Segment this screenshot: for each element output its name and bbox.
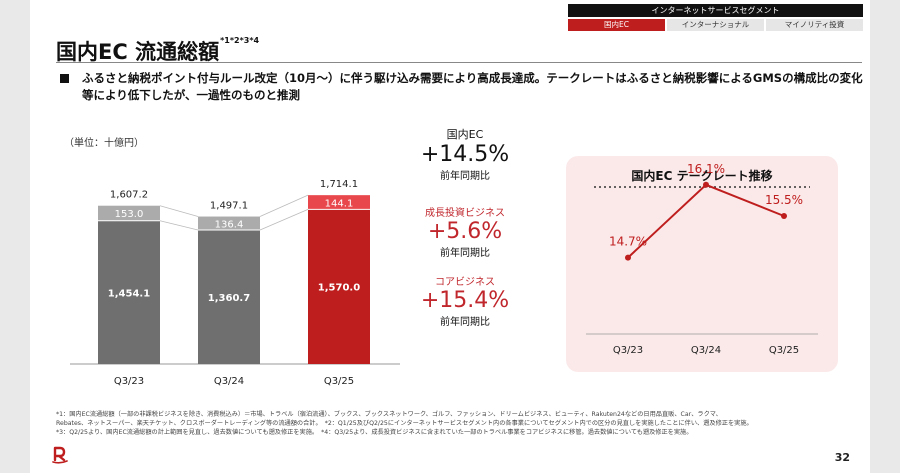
page-title-text: 国内EC 流通総額 xyxy=(56,40,220,64)
bar-growth-label: 144.1 xyxy=(325,198,354,209)
footnote-line: *1：国内EC流通総額（一部の非課税ビジネスを除き、消費税込み）＝市場、トラベル… xyxy=(56,411,722,418)
take-rate-label: 16.1% xyxy=(687,162,725,176)
slide: インターネットサービスセグメント 国内EC インターナショナル マイノリティ投資… xyxy=(30,0,870,473)
yoy-growth-sub: 前年同期比 xyxy=(440,248,490,259)
bar-connector-line xyxy=(159,205,199,217)
bar-connector-line xyxy=(259,194,309,217)
segment-tabs: 国内EC インターナショナル マイノリティ投資 xyxy=(568,19,863,31)
yoy-total-value: +14.5% xyxy=(420,142,510,167)
bar-growth xyxy=(198,216,260,230)
take-rate-label: 14.7% xyxy=(609,235,647,249)
summary-bullet-text: ふるさと納税ポイント付与ルール改定（10月～）に伴う駆け込み需要により高成長達成… xyxy=(82,71,863,102)
take-rate-point xyxy=(781,213,787,219)
x-tick-label: Q3/23 xyxy=(114,376,144,387)
yoy-core-sub: 前年同期比 xyxy=(440,317,490,328)
yoy-total-block: 国内EC +14.5% 前年同期比 xyxy=(390,126,540,182)
page-number: 32 xyxy=(834,451,850,464)
title-divider xyxy=(56,62,862,63)
unit-label: （単位：十億円） xyxy=(64,138,144,149)
line-x-tick-label: Q3/24 xyxy=(691,345,721,356)
segment-tab-international: インターナショナル xyxy=(667,19,764,31)
take-rate-label: 15.5% xyxy=(765,193,803,207)
line-chart-title: 国内EC テークレート推移 xyxy=(631,168,772,183)
take-rate-line xyxy=(627,183,785,259)
bar-growth xyxy=(98,205,160,221)
summary-bullet: ふるさと納税ポイント付与ルール改定（10月～）に伴う駆け込み需要により高成長達成… xyxy=(60,70,872,104)
footnotes: *1：国内EC流通総額（一部の非課税ビジネスを除き、消費税込み）＝市場、トラベル… xyxy=(56,410,862,437)
segment-tab-minority-investment: マイノリティ投資 xyxy=(766,19,863,31)
bar-growth-label: 136.4 xyxy=(215,219,244,230)
left-frame xyxy=(0,0,30,473)
bar-core xyxy=(198,229,260,364)
footnote-line: Rebates、ネットスーパー、楽天チケット、クロスボーダートレーディング等の流… xyxy=(56,420,753,427)
yoy-core-block: コアビジネス +15.4% 前年同期比 xyxy=(390,273,540,328)
bar-total-label: 1,714.1 xyxy=(320,179,358,190)
bullet-square-icon xyxy=(60,74,69,83)
bar-connector-line xyxy=(159,220,199,231)
gms-bar-chart: 1,454.1 153.0 1,607.2 Q3/23 1,360.7 136.4 1,49… xyxy=(70,179,400,387)
bar-growth xyxy=(308,195,370,210)
segment-tab-domestic-ec: 国内EC xyxy=(568,19,665,31)
bar-core xyxy=(308,209,370,364)
yoy-growth-value: +5.6% xyxy=(427,219,503,244)
page-title: 国内EC 流通総額*1*2*3*4 xyxy=(56,36,259,66)
right-frame xyxy=(870,0,900,473)
bar-core-label: 1,570.0 xyxy=(318,283,360,294)
yoy-total-head: 国内EC xyxy=(446,128,484,141)
take-rate-panel: 国内EC テークレート推移 14.7% Q3/23 16.1% Q3/24 15.5% Q3… xyxy=(566,156,838,372)
x-tick-label: Q3/24 xyxy=(214,376,244,387)
line-x-tick-label: Q3/25 xyxy=(769,345,799,356)
take-rate-point xyxy=(625,254,631,261)
rakuten-logo-icon xyxy=(52,446,68,464)
bar-core-label: 1,454.1 xyxy=(108,288,150,299)
bar-total-label: 1,497.1 xyxy=(210,201,248,212)
footnote-line: *3：Q2/25より、国内EC流通総額の計上範囲を見直し、過去数値についても遡及… xyxy=(56,429,693,436)
take-rate-line-chart: 国内EC テークレート推移 14.7% Q3/23 16.1% Q3/24 15.5% Q3… xyxy=(586,162,818,356)
bar-growth-label: 153.0 xyxy=(115,209,144,220)
take-rate-point xyxy=(703,181,709,188)
yoy-core-head: コアビジネス xyxy=(435,277,495,288)
yoy-core-value: +15.4% xyxy=(420,288,510,313)
bar-core xyxy=(98,220,160,364)
page-title-footnote-marks: *1*2*3*4 xyxy=(220,36,260,45)
yoy-total-sub: 前年同期比 xyxy=(440,171,490,182)
yoy-growth-block: 成長投資ビジネス +5.6% 前年同期比 xyxy=(390,204,540,259)
bar-total-label: 1,607.2 xyxy=(110,190,148,201)
yoy-growth-head: 成長投資ビジネス xyxy=(425,208,505,219)
bar-connector-line xyxy=(259,208,309,231)
x-tick-label: Q3/25 xyxy=(324,376,354,387)
bar-core-label: 1,360.7 xyxy=(208,293,250,304)
segment-header: インターネットサービスセグメント xyxy=(568,4,863,17)
line-x-tick-label: Q3/23 xyxy=(613,345,643,356)
